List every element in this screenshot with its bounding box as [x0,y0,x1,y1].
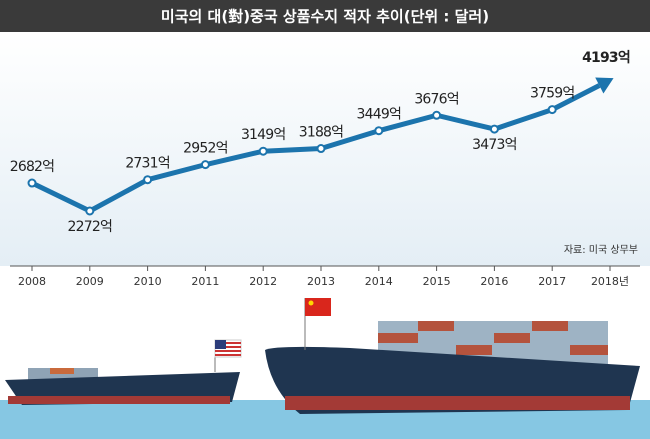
x-tick-label: 2014 [365,275,393,288]
x-tick-label: 2008 [18,275,46,288]
value-label: 2952억 [183,141,228,157]
value-label: 3473억 [472,137,517,153]
point [258,146,268,156]
container [570,345,608,355]
flag-us-canton [215,340,226,349]
x-tick-label: 2013 [307,275,335,288]
x-tick-label: 2009 [76,275,104,288]
point [316,144,326,154]
x-tick-label: 2017 [538,275,566,288]
container [418,321,454,331]
flag-us-stripe [226,342,241,344]
value-label: 4193억 [582,50,630,66]
flag-us-stripe [215,350,241,352]
x-tick-label: 2012 [249,275,277,288]
point [374,126,384,136]
value-label: 3676억 [414,91,459,107]
value-label: 2272억 [68,219,113,235]
container [50,368,74,374]
container [532,321,568,331]
container [456,345,492,355]
hull-stripe [8,396,230,404]
point [200,160,210,170]
x-tick-label: 2018년 [591,275,629,288]
point [432,110,442,120]
value-label: 3149억 [241,127,286,143]
source: 자료: 미국 상무부 [564,244,638,256]
flag-cn [305,298,331,316]
arrow-head [595,77,614,94]
right-ship [265,298,640,414]
flag-cn-star [308,300,314,306]
value-label: 3759억 [530,86,575,102]
value-label: 3449억 [357,107,402,123]
point [547,105,557,115]
flag-us-stripe [215,354,241,356]
container [378,333,418,343]
point [27,178,37,188]
x-tick-label: 2015 [423,275,451,288]
value-label: 3188억 [299,125,344,141]
point [85,206,95,216]
hull-stripe [285,396,630,410]
chart-title: 미국의 대(對)중국 상품수지 적자 추이(단위 : 달러) [161,8,489,26]
value-label: 2682억 [10,159,55,175]
title-bar [0,0,650,32]
container [494,333,530,343]
value-label: 2731억 [125,156,170,172]
x-tick-label: 2016 [480,275,508,288]
x-tick-label: 2010 [134,275,162,288]
point [489,124,499,134]
illustration [0,298,650,439]
x-tick-label: 2011 [191,275,219,288]
flag-us-stripe [226,346,241,348]
point [143,175,153,185]
left-ship [5,339,242,405]
